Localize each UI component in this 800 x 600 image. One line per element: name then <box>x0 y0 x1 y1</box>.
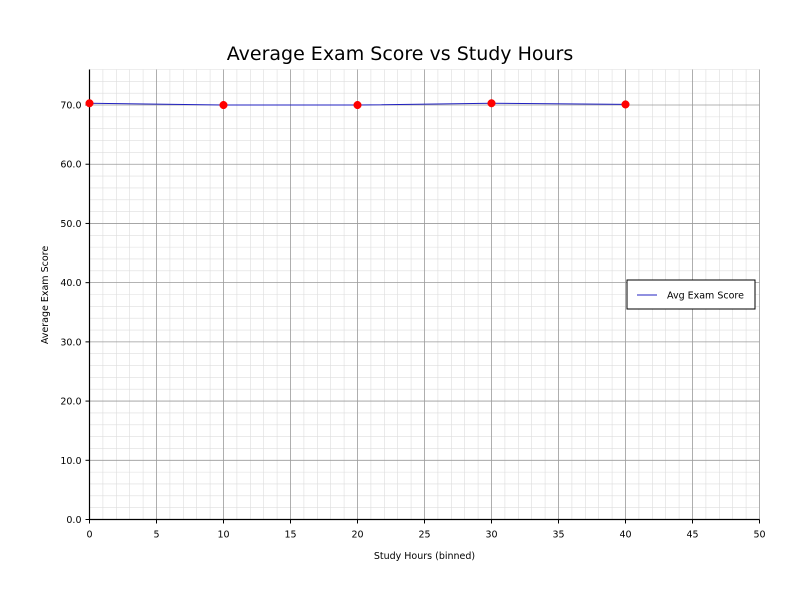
y-tick-label: 30.0 <box>60 337 81 348</box>
y-tick-label: 10.0 <box>60 456 81 467</box>
x-axis-label: Study Hours (binned) <box>374 551 475 562</box>
x-tick-label: 5 <box>153 530 159 541</box>
y-tick-label: 20.0 <box>60 397 81 408</box>
x-tick-label: 30 <box>485 530 497 541</box>
y-axis-label: Average Exam Score <box>40 246 51 345</box>
legend: Avg Exam Score <box>626 279 756 310</box>
x-tick-label: 50 <box>753 530 765 541</box>
data-point-marker <box>621 100 630 109</box>
x-ticks: 0 5 10 15 20 25 30 35 40 45 50 <box>86 519 766 541</box>
y-tick-label: 40.0 <box>60 278 81 289</box>
x-tick-label: 0 <box>86 530 92 541</box>
y-tick-label: 50.0 <box>60 219 81 230</box>
y-tick-label: 70.0 <box>60 101 81 112</box>
data-point-marker <box>487 99 496 108</box>
series-markers <box>85 99 630 110</box>
data-point-marker <box>85 99 94 108</box>
x-tick-label: 15 <box>284 530 296 541</box>
legend-label-avg-exam-score: Avg Exam Score <box>667 291 744 302</box>
x-tick-label: 20 <box>351 530 363 541</box>
data-point-marker <box>219 100 228 110</box>
x-tick-label: 10 <box>217 530 229 541</box>
y-tick-label: 0.0 <box>66 515 81 526</box>
x-tick-label: 25 <box>418 530 430 541</box>
y-tick-label: 60.0 <box>60 160 81 171</box>
x-tick-label: 40 <box>619 530 631 541</box>
data-point-marker <box>353 100 362 110</box>
chart-title: Average Exam Score vs Study Hours <box>227 43 574 65</box>
minor-grid <box>89 69 760 520</box>
x-tick-label: 45 <box>686 530 698 541</box>
x-tick-label: 35 <box>552 530 564 541</box>
